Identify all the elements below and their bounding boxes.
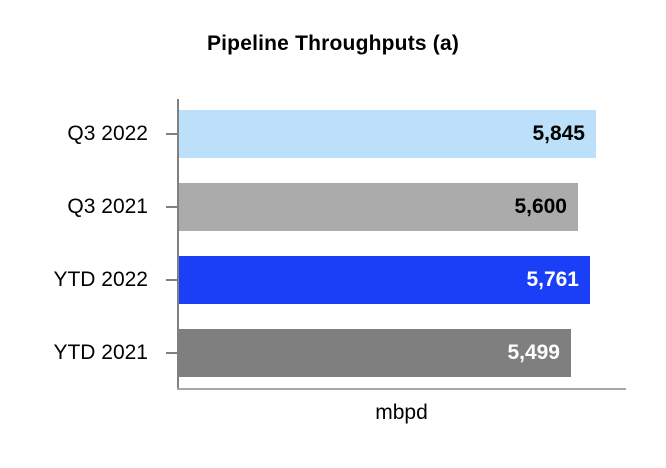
category-label: Q3 2021	[67, 195, 148, 218]
value-label: 5,761	[526, 268, 579, 291]
bar: 5,845	[179, 110, 596, 158]
bar: 5,499	[179, 329, 571, 377]
value-label: 5,845	[532, 122, 585, 145]
bar: 5,600	[179, 183, 578, 231]
value-label: 5,600	[514, 195, 567, 218]
value-label: 5,499	[507, 341, 560, 364]
bar-row: Q3 2021 5,600	[0, 183, 666, 231]
bar-row: YTD 2022 5,761	[0, 256, 666, 304]
x-axis-label: mbpd	[375, 401, 428, 424]
category-label: YTD 2021	[53, 341, 148, 364]
y-axis-line	[177, 99, 179, 389]
axis-tick	[166, 279, 178, 281]
bar-row: Q3 2022 5,845	[0, 110, 666, 158]
axis-tick	[166, 352, 178, 354]
x-axis-line	[177, 388, 626, 390]
chart-title: Pipeline Throughputs (a)	[206, 32, 460, 55]
bar-row: YTD 2021 5,499	[0, 329, 666, 377]
category-label: YTD 2022	[53, 268, 148, 291]
category-label: Q3 2022	[67, 122, 148, 145]
axis-tick	[166, 206, 178, 208]
axis-tick	[166, 133, 178, 135]
bar: 5,761	[179, 256, 590, 304]
